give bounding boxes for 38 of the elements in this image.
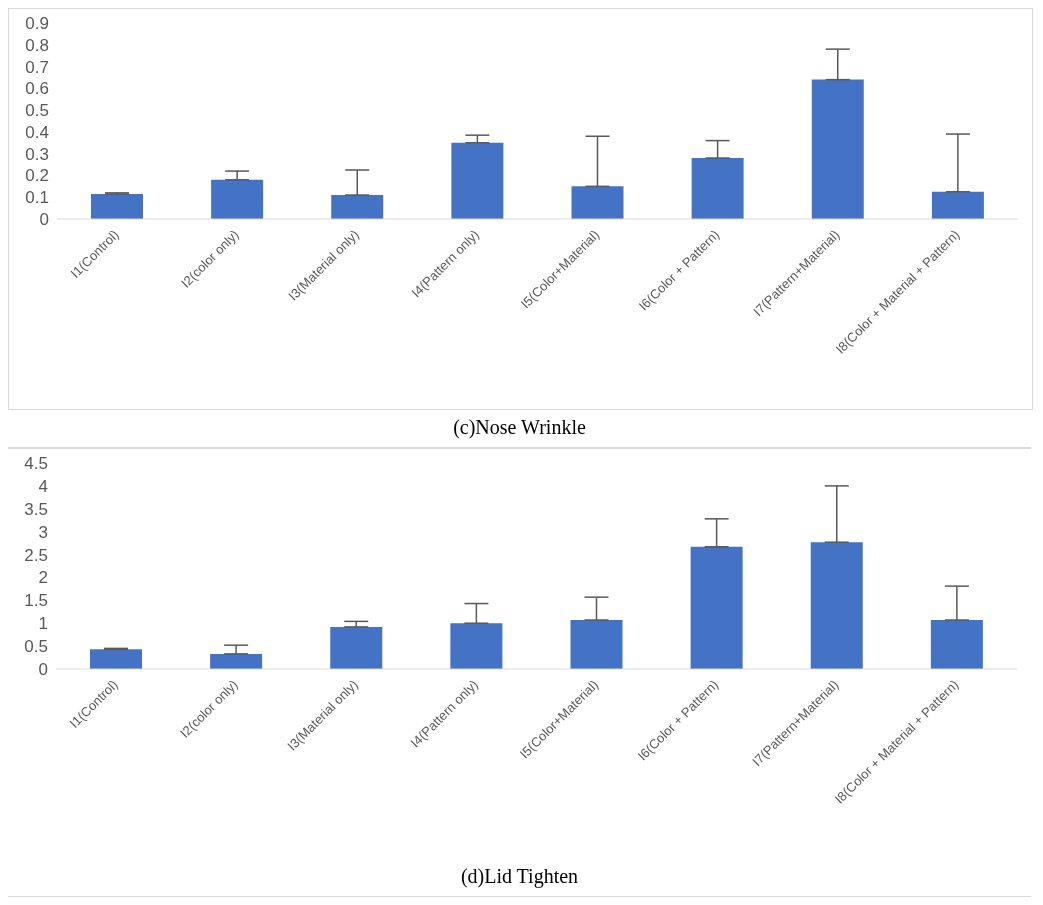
bar [450, 623, 503, 669]
text: (c)Nose Wrinkle [8, 410, 1031, 448]
y-tick-label: 4 [38, 476, 48, 496]
bar [331, 195, 384, 219]
bar [330, 626, 383, 669]
y-tick-label: 0.2 [25, 166, 49, 186]
y-tick-label: 0.3 [25, 144, 49, 164]
bar [691, 158, 744, 219]
y-tick-label: 2 [38, 568, 48, 588]
y-tick-label: 0.4 [25, 122, 49, 142]
y-tick-label: 1.5 [24, 591, 48, 611]
y-tick-label: 3 [38, 522, 48, 542]
y-tick-label: 2.5 [24, 545, 48, 565]
y-tick-label: 0.1 [25, 188, 49, 208]
bar [810, 542, 863, 669]
y-tick-label: 0.7 [25, 57, 49, 77]
bar [811, 79, 864, 219]
y-tick-label: 0 [39, 210, 49, 230]
y-tick-label: 1 [38, 614, 48, 634]
bar [211, 179, 264, 219]
bar [210, 653, 263, 669]
y-tick-label: 4.5 [24, 454, 48, 474]
y-tick-label: 0.9 [25, 14, 49, 34]
y-tick-label: 0.8 [25, 35, 49, 55]
y-tick-label: 3.5 [24, 499, 48, 519]
y-tick-label: 0 [38, 660, 48, 680]
y-tick-label: 0.5 [24, 637, 48, 657]
bar [570, 620, 623, 669]
y-tick-label: 0.6 [25, 79, 49, 99]
bar [451, 142, 504, 219]
bar [690, 546, 743, 669]
bar [90, 649, 142, 669]
bar [930, 620, 983, 669]
y-tick-label: 0.5 [25, 101, 49, 121]
bar [571, 186, 624, 219]
bar [931, 191, 984, 219]
bar [91, 193, 143, 219]
text: (d)Lid Tighten [8, 859, 1031, 897]
